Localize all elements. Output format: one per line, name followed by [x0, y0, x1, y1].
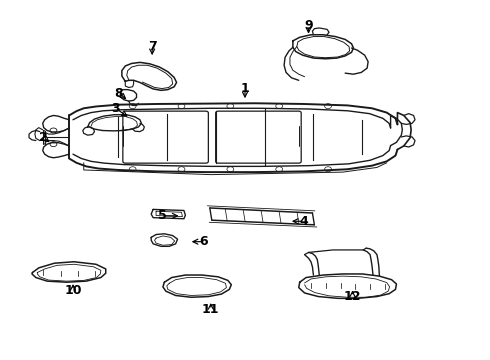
Text: 12: 12	[344, 290, 361, 303]
Text: 11: 11	[202, 303, 220, 316]
Text: 2: 2	[39, 131, 48, 144]
Text: 4: 4	[299, 215, 308, 228]
Text: 6: 6	[199, 235, 208, 248]
Text: 5: 5	[158, 210, 166, 222]
Text: 3: 3	[111, 102, 120, 115]
Text: 7: 7	[148, 40, 156, 53]
Text: 9: 9	[304, 19, 313, 32]
Text: 1: 1	[241, 82, 249, 95]
Text: 8: 8	[115, 87, 123, 100]
Text: 10: 10	[64, 284, 82, 297]
